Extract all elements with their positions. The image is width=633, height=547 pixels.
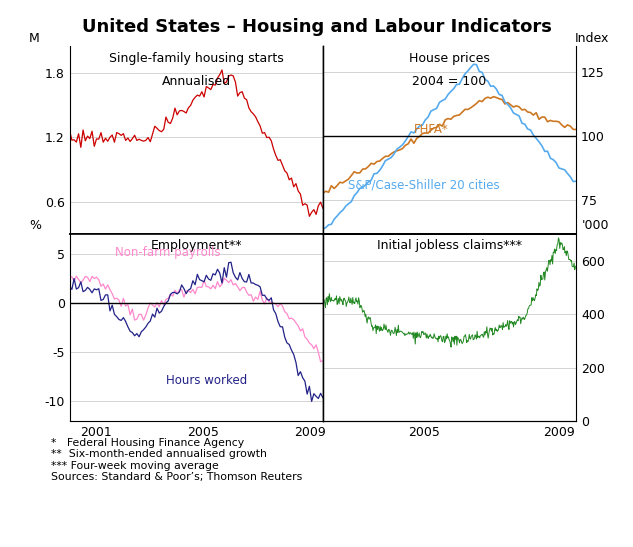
Text: Annualised: Annualised [161, 74, 231, 88]
Text: Hours worked: Hours worked [166, 374, 247, 387]
Text: *   Federal Housing Finance Agency
**  Six-month-ended annualised growth
*** Fou: * Federal Housing Finance Agency ** Six-… [51, 438, 302, 482]
Text: Single-family housing starts: Single-family housing starts [109, 52, 284, 65]
Text: %: % [29, 219, 41, 232]
Text: 2004 = 100: 2004 = 100 [412, 74, 487, 88]
Text: M: M [29, 32, 40, 45]
Text: Employment**: Employment** [151, 240, 242, 253]
Text: Non-farm payrolls: Non-farm payrolls [115, 246, 221, 259]
Text: FHFA*: FHFA* [414, 123, 449, 136]
Text: United States – Housing and Labour Indicators: United States – Housing and Labour Indic… [82, 18, 551, 36]
Text: Initial jobless claims***: Initial jobless claims*** [377, 240, 522, 253]
Text: '000: '000 [582, 219, 609, 232]
Text: Index: Index [575, 32, 609, 45]
Text: S&P/Case-Shiller 20 cities: S&P/Case-Shiller 20 cities [348, 179, 500, 192]
Text: House prices: House prices [409, 52, 490, 65]
